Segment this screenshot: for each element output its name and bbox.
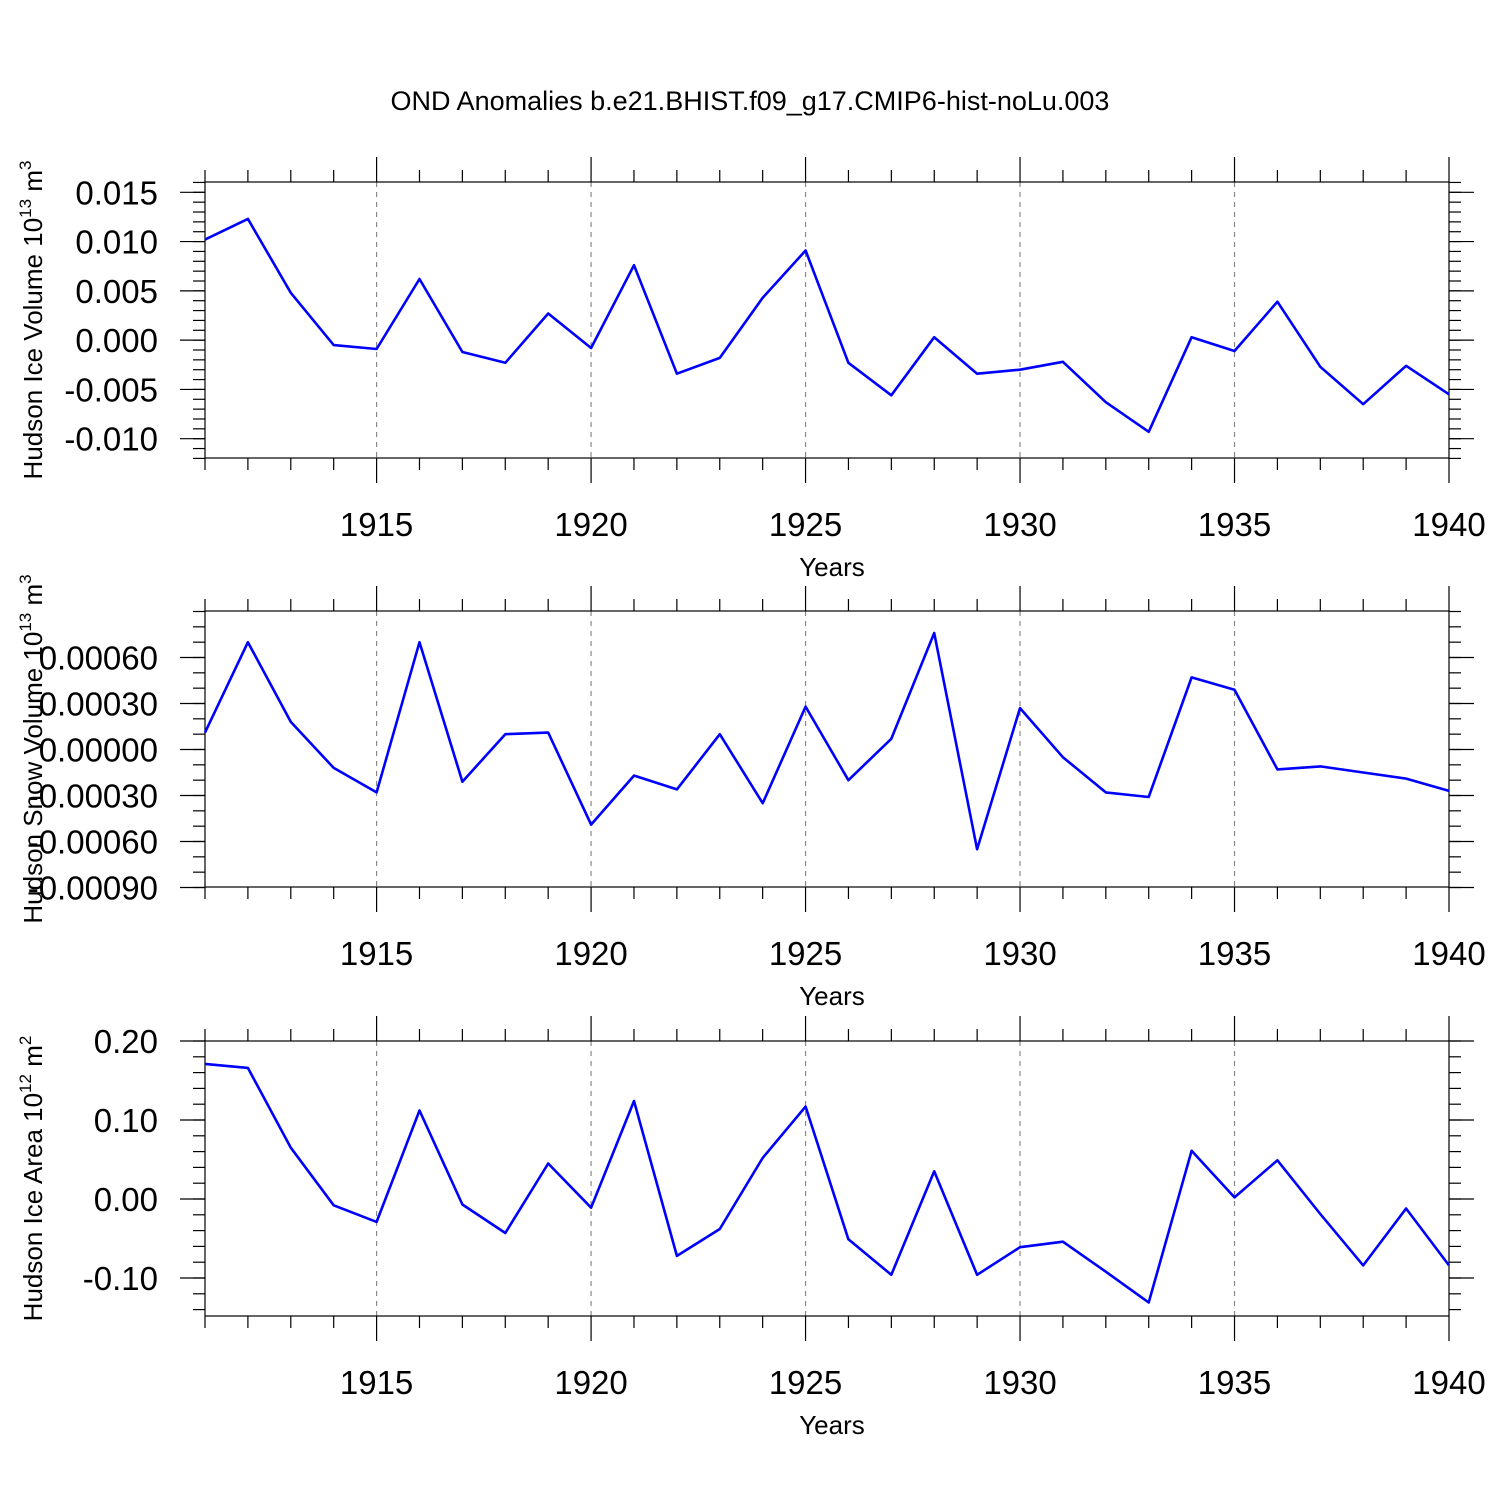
y-tick-label: 0.00 [94,1181,158,1218]
x-tick-label: 1920 [554,506,627,543]
x-tick-label: 1915 [340,1364,413,1401]
x-tick-label: 1920 [554,935,627,972]
x-tick-label: 1925 [769,935,842,972]
x-tick-label: 1930 [983,935,1056,972]
x-tick-label: 1940 [1412,506,1485,543]
y-tick-label: -0.00030 [28,778,158,815]
x-tick-label: 1930 [983,1364,1056,1401]
y-tick-label: 0.00030 [39,686,158,723]
y-tick-label: -0.00090 [28,870,158,907]
x-tick-label: 1935 [1198,506,1271,543]
y-tick-label: -0.10 [83,1260,158,1297]
x-axis-title: Years [799,1410,865,1440]
y-tick-label: 0.20 [94,1023,158,1060]
y-tick-label: -0.00060 [28,824,158,861]
figure-title: OND Anomalies b.e21.BHIST.f09_g17.CMIP6-… [391,86,1110,116]
x-tick-label: 1930 [983,506,1056,543]
x-tick-label: 1915 [340,506,413,543]
x-tick-label: 1915 [340,935,413,972]
y-tick-label: -0.010 [64,421,158,458]
x-tick-label: 1940 [1412,935,1485,972]
y-tick-label: 0.005 [75,273,158,310]
panel-2: 0.00060 0.00030 0.00000 -0.00030 -0.00060 -0.… [16,574,1486,1011]
y-tick-label: 0.015 [75,174,158,211]
y-axis-title: Hudson Ice Area 1012 m2 [16,1036,48,1322]
y-axis-title: Hudson Ice Volume 1013 m3 [16,161,48,480]
panel-3: 0.20 0.10 0.00 -0.10 1915 1920 1925 1930 1935 194… [16,1016,1486,1440]
series-line [204,1062,1451,1304]
x-tick-label: 1925 [769,1364,842,1401]
x-tick-label: 1935 [1198,935,1271,972]
y-tick-label: 0.00060 [39,640,158,677]
series-line [203,631,1450,851]
x-tick-label: 1940 [1412,1364,1485,1401]
y-tick-label: 0.010 [75,224,158,261]
x-axis-title: Years [799,981,865,1011]
x-axis-title: Years [799,552,865,582]
y-axis-title: Hudson Snow Volume 1013 m3 [16,574,48,923]
panel-1: 0.015 0.010 0.005 0.000 -0.005 -0.010 1915 1920… [16,157,1486,582]
series-line [204,217,1450,434]
y-tick-label: 0.000 [75,322,158,359]
plot-frame [204,1040,1450,1317]
y-tick-label: 0.10 [94,1102,158,1139]
y-tick-label: 0.00000 [39,732,158,769]
y-tick-label: -0.005 [64,371,158,408]
x-tick-label: 1935 [1198,1364,1271,1401]
x-tick-label: 1925 [769,506,842,543]
x-tick-label: 1920 [554,1364,627,1401]
